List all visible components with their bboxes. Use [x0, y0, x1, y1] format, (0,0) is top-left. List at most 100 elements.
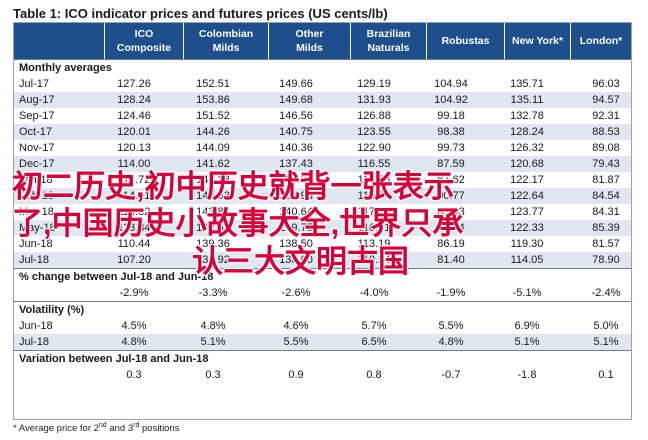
- watermark-line-3: 认三大文明古国: [192, 244, 409, 279]
- cell-value: 4.8%: [438, 336, 464, 348]
- cell-value: 5.7%: [361, 320, 387, 332]
- column-header: Colombian Milds: [183, 23, 268, 59]
- cell-value: 79.43: [592, 158, 620, 170]
- cell-value: 140.36: [279, 142, 313, 154]
- cell-value: 110.44: [117, 238, 151, 250]
- cell-value: 144.26: [196, 126, 230, 138]
- cell-value: 141.62: [196, 158, 230, 170]
- cell-value: 81.57: [592, 238, 620, 250]
- cell-value: 0.1: [598, 369, 614, 381]
- cell-value: -1.9%: [436, 287, 466, 299]
- cell-value: 151.52: [196, 110, 230, 122]
- section-pct-change: % change between Jul-18 and Jun-18: [14, 268, 631, 285]
- cell-value: 5.5%: [283, 336, 309, 348]
- table-row: Aug-17 128.24 153.86 149.68 131.93 104.92 135.…: [14, 92, 631, 108]
- cell-value: 119.30: [510, 238, 544, 250]
- table-row: Jul-18 4.8% 5.1% 5.5% 6.5% 4.8% 5.1% 5.1%: [14, 334, 631, 350]
- cell-value: 120.01: [117, 126, 151, 138]
- cell-value: 5.5%: [438, 320, 464, 332]
- table-row: Jun-18 110.44 139.36 138.50 113.19 86.19 119.3…: [14, 236, 631, 252]
- section-volatility: Volatility (%): [14, 301, 631, 318]
- cell-value: 107.20: [117, 254, 151, 266]
- cell-value: 84.54: [592, 190, 620, 202]
- column-header: ICO Composite: [104, 23, 183, 59]
- footnote-mid: and 3: [106, 423, 134, 435]
- cell-value: 96.03: [592, 78, 620, 90]
- cell-value: 5.0%: [593, 320, 619, 332]
- cell-value: -0.7: [441, 369, 461, 381]
- price-table: ICO Composite Colombian Milds Other Milds B…: [13, 22, 632, 420]
- cell-value: 5.1%: [514, 336, 540, 348]
- cell-value: 123.55: [357, 126, 391, 138]
- cell-value: 146.56: [279, 110, 313, 122]
- cell-value: 135.71: [510, 78, 544, 90]
- row-label: Jul-17: [19, 78, 49, 90]
- cell-value: 130.60: [279, 254, 313, 266]
- cell-value: 89.08: [592, 142, 620, 154]
- cell-value: 144.09: [196, 142, 230, 154]
- cell-value: 116.71: [357, 222, 391, 234]
- cell-value: -2.9%: [119, 287, 149, 299]
- cell-value: 4.6%: [283, 320, 309, 332]
- cell-value: 81.87: [592, 174, 620, 186]
- cell-value: 140.75: [279, 126, 313, 138]
- column-header: Robustas: [426, 23, 504, 59]
- row-label: Dec-17: [19, 158, 55, 170]
- cell-value: 114.21: [117, 190, 151, 202]
- cell-value: 126.88: [357, 110, 391, 122]
- cell-value: 153.86: [196, 94, 230, 106]
- table-row: Feb-18 114.21 143.93 138.93 116.84 90.77 122.6…: [14, 188, 631, 204]
- cell-value: 114.72: [117, 174, 151, 186]
- cell-value: 87.59: [437, 158, 465, 170]
- cell-value: 127.26: [117, 78, 151, 90]
- row-label: Jul-18: [19, 336, 49, 348]
- row-label: Nov-17: [19, 142, 55, 154]
- table-header: ICO Composite Colombian Milds Other Milds B…: [14, 23, 631, 59]
- table-row: Jun-18 4.5% 4.8% 4.6% 5.7% 5.5% 6.9% 5.0%: [14, 318, 631, 334]
- cell-value: 138.93: [279, 190, 313, 202]
- cell-value: 116.84: [357, 190, 391, 202]
- cell-value: 81.40: [437, 254, 465, 266]
- watermark-line-1: 初二历史,初中历史就背一张表示: [12, 169, 455, 204]
- cell-value: 0.3: [205, 369, 221, 381]
- cell-value: 84.31: [592, 206, 620, 218]
- cell-value: 6.9%: [514, 320, 540, 332]
- cell-value: 131.93: [357, 94, 391, 106]
- cell-value: 114.00: [117, 158, 151, 170]
- row-label: Jun-18: [19, 320, 53, 332]
- cell-value: 126.32: [510, 142, 544, 154]
- cell-value: 149.66: [279, 78, 313, 90]
- cell-value: 89.43: [437, 206, 465, 218]
- cell-value: 99.18: [437, 110, 465, 122]
- table-title: Table 1: ICO indicator prices and future…: [13, 6, 388, 21]
- cell-value: 89.84: [437, 222, 465, 234]
- cell-value: 140.64: [279, 206, 313, 218]
- cell-value: 133.92: [196, 254, 230, 266]
- section-variation: Variation between Jul-18 and Jun-18: [14, 350, 631, 367]
- cell-value: 138.50: [279, 238, 313, 250]
- cell-value: 139.36: [196, 238, 230, 250]
- cell-value: -3.3%: [198, 287, 228, 299]
- column-header: London*: [570, 23, 631, 59]
- row-label: May-18: [19, 222, 56, 234]
- cell-value: 135.11: [510, 94, 544, 106]
- watermark-line-2: 了,中国历史小故事大全,世界只承: [12, 206, 464, 241]
- column-header: Brazilian Naturals: [350, 23, 426, 59]
- table-row: Jul-18 107.20 133.92 130.60 110.54 81.40 114.0…: [14, 252, 631, 268]
- cell-value: 117.01: [357, 206, 391, 218]
- cell-value: 113.19: [357, 238, 391, 250]
- cell-value: 123.77: [510, 206, 544, 218]
- cell-value: 114.62: [117, 206, 151, 218]
- cell-value: 114.05: [510, 254, 544, 266]
- cell-value: 4.8%: [121, 336, 147, 348]
- cell-value: 128.24: [510, 126, 544, 138]
- cell-value: 132.78: [510, 110, 544, 122]
- cell-value: -1.8: [517, 369, 537, 381]
- cell-value: 90.77: [437, 190, 465, 202]
- table-row: Jul-17 127.26 152.51 149.66 129.19 104.94 135.…: [14, 76, 631, 92]
- cell-value: 141.23: [196, 174, 230, 186]
- cell-value: 104.94: [434, 78, 468, 90]
- section-monthly-averages: Monthly averages: [14, 59, 631, 76]
- cell-value: 6.5%: [361, 336, 387, 348]
- cell-value: 143.84: [196, 206, 230, 218]
